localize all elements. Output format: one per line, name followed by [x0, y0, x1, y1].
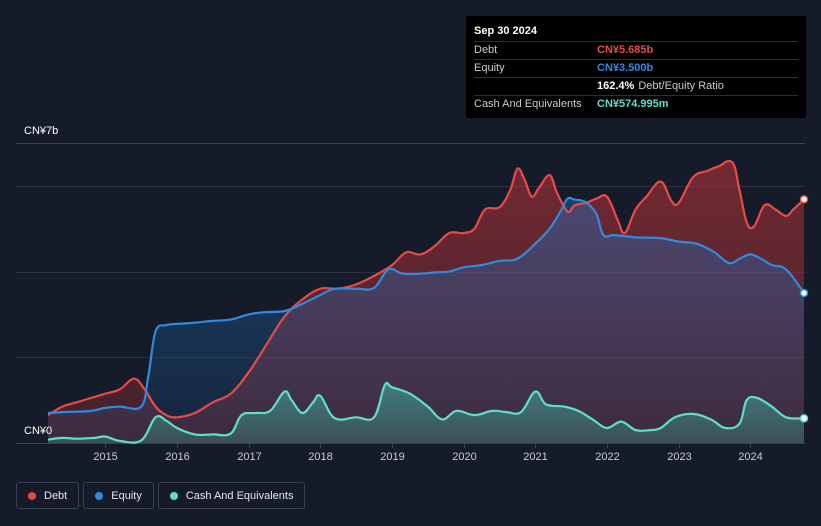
legend-label-debt: Debt	[44, 489, 68, 502]
tooltip-ratio-text: Debt/Equity Ratio	[638, 80, 724, 92]
area-equity	[48, 197, 804, 443]
x-tick-label-2018: 2018	[308, 451, 332, 463]
x-tick-label-2023: 2023	[667, 451, 691, 463]
series-lines	[47, 159, 805, 444]
tooltip-debt-label: Debt	[474, 44, 498, 56]
x-tick-label-2015: 2015	[93, 451, 117, 463]
tooltip-date: Sep 30 2024	[474, 24, 798, 42]
line-debt	[47, 159, 805, 419]
end-marker-equity	[799, 288, 809, 298]
x-tick-label-2017: 2017	[237, 451, 261, 463]
y-tick-label-max: CN¥7b	[24, 125, 59, 137]
x-tick-label-2024: 2024	[738, 451, 762, 463]
legend: Debt Equity Cash And Equivalents	[16, 482, 306, 509]
end-marker-debt	[799, 195, 809, 204]
tooltip-row-debt: Debt CN¥5.685b	[474, 42, 798, 60]
y-tick-label-min: CN¥0	[24, 425, 53, 437]
legend-item-debt[interactable]: Debt	[16, 482, 80, 509]
tooltip-debt-value: CN¥5.685b	[597, 44, 654, 56]
legend-label-equity: Equity	[111, 489, 142, 502]
x-tick-label-2019: 2019	[380, 451, 404, 463]
area-cash	[48, 382, 804, 443]
x-tick-label-2021: 2021	[523, 451, 547, 463]
series-areas	[48, 160, 804, 443]
legend-item-equity[interactable]: Equity	[83, 482, 154, 509]
legend-dot-equity	[95, 491, 104, 500]
tooltip-row-ratio: 162.4% Debt/Equity Ratio	[474, 78, 798, 96]
x-tick-label-2022: 2022	[595, 451, 619, 463]
tooltip-row-cash: Cash And Equivalents CN¥574.995m	[474, 96, 798, 113]
tooltip-row-equity: Equity CN¥3.500b	[474, 60, 798, 78]
tooltip-cash-label: Cash And Equivalents	[474, 98, 582, 110]
line-cash	[47, 381, 805, 444]
legend-dot-debt	[28, 491, 36, 500]
tooltip-cash-value: CN¥574.995m	[597, 98, 669, 110]
legend-label-cash: Cash And Equivalents	[185, 489, 294, 502]
tooltip-ratio-value: 162.4%	[597, 80, 635, 92]
tooltip-equity-value: CN¥3.500b	[597, 62, 654, 74]
line-equity	[47, 196, 805, 415]
tooltip-equity-label: Equity	[474, 62, 505, 74]
end-marker-cash	[799, 414, 809, 423]
series-end-markers	[799, 195, 809, 423]
tooltip-panel: Sep 30 2024 Debt CN¥5.685b Equity CN¥3.5…	[466, 16, 806, 118]
x-tick-label-2020: 2020	[452, 451, 476, 463]
tooltip-ratio-label	[474, 78, 597, 95]
x-axis: 2015 2016 2017 2018 2019 2020 2021 2022 2023 2024	[93, 443, 763, 463]
legend-item-cash[interactable]: Cash And Equivalents	[157, 482, 306, 509]
legend-dot-cash	[169, 491, 178, 500]
x-tick-label-2016: 2016	[165, 451, 189, 463]
